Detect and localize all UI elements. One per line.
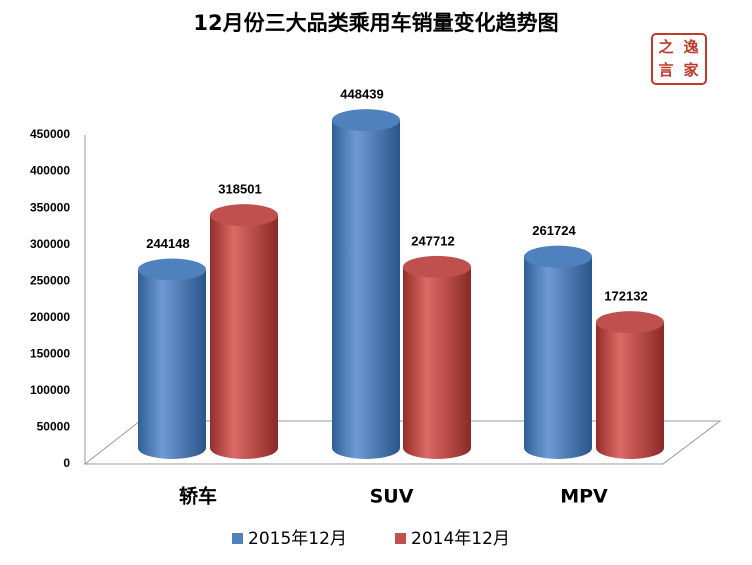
- logo-char: 逸: [683, 38, 698, 56]
- bar-body: [596, 322, 664, 459]
- bar-top: [524, 245, 592, 268]
- y-tick-label: 50000: [37, 420, 71, 434]
- legend-label: 2015年12月: [248, 529, 347, 549]
- bar: [332, 109, 400, 459]
- x-tick-label: 轿车: [179, 485, 217, 508]
- bar-top: [596, 311, 664, 334]
- y-tick-label: 200000: [30, 310, 70, 324]
- logo-char: 之: [658, 38, 673, 56]
- x-tick-label: MPV: [560, 486, 608, 508]
- y-tick-label: 100000: [30, 383, 70, 397]
- bar-body: [524, 256, 592, 459]
- bar-top: [403, 255, 471, 278]
- chart-title: 12月份三大品类乘用车销量变化趋势图: [193, 11, 558, 35]
- y-tick-label: 0: [63, 456, 70, 470]
- logo-frame: [651, 33, 707, 85]
- bar: [596, 311, 664, 459]
- legend-swatch: [232, 533, 243, 544]
- y-tick-label: 450000: [30, 127, 70, 141]
- value-label: 172132: [604, 289, 647, 304]
- legend-label: 2014年12月: [411, 529, 510, 549]
- y-tick-label: 350000: [30, 200, 70, 214]
- bar-top: [332, 109, 400, 132]
- bar-top: [138, 258, 206, 281]
- bar-body: [138, 269, 206, 459]
- x-tick-label: SUV: [370, 486, 414, 508]
- legend-swatch: [395, 533, 406, 544]
- bar-body: [210, 215, 278, 459]
- logo: 之 逸 言 家: [651, 33, 707, 85]
- y-tick-label: 300000: [30, 237, 70, 251]
- y-tick-label: 150000: [30, 347, 70, 361]
- bar: [210, 204, 278, 459]
- value-label: 247712: [411, 233, 454, 248]
- bar: [524, 245, 592, 459]
- logo-char: 言: [658, 61, 673, 79]
- bar-top: [210, 204, 278, 227]
- value-label: 261724: [532, 223, 576, 238]
- value-label: 244148: [146, 236, 189, 251]
- bar-body: [403, 266, 471, 459]
- bar-body: [332, 120, 400, 459]
- y-tick-label: 250000: [30, 273, 70, 287]
- value-label: 448439: [340, 87, 383, 102]
- y-tick-label: 400000: [30, 164, 70, 178]
- logo-char: 家: [683, 61, 698, 79]
- bar: [403, 255, 471, 459]
- value-label: 318501: [218, 182, 261, 197]
- bar: [138, 258, 206, 459]
